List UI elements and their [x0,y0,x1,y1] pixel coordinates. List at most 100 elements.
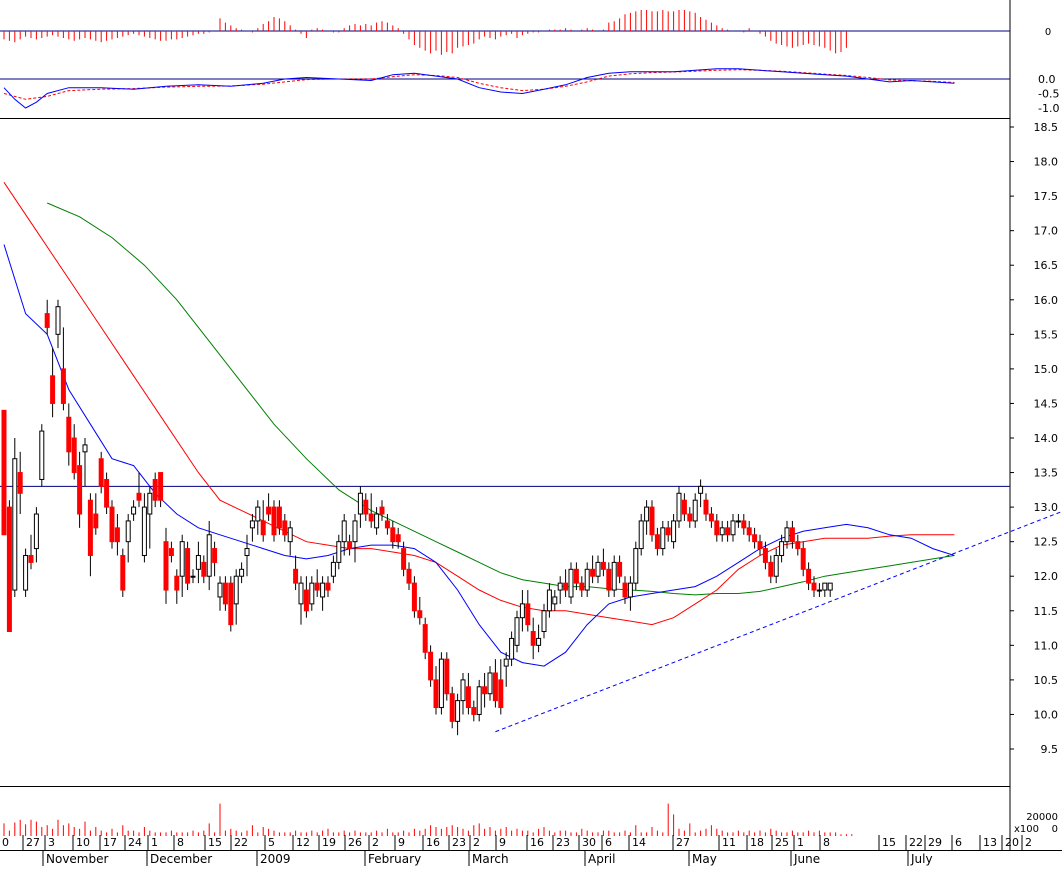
x-month-label: February [368,852,421,866]
candle [411,576,417,618]
candle-body [136,492,142,501]
candle [541,603,547,639]
candle [55,299,61,349]
candle-body [422,624,428,653]
candle-body [595,561,601,577]
candle [174,569,180,604]
candle-body [6,506,12,633]
x-day-label: 8 [177,836,184,849]
price-tick-label: 14.0 [1034,432,1059,445]
candle [233,569,239,625]
price-tick-label: 12.5 [1034,536,1059,549]
x-day-label: 10 [76,836,90,849]
candle-body [352,520,358,543]
volume-tick-label: 0 [1052,824,1058,835]
x-day-label: 27 [26,836,40,849]
candle [6,500,12,633]
price-tick-label: 14.5 [1034,397,1059,410]
candle [330,555,336,584]
candle-body [503,658,509,667]
candle-body [60,368,66,404]
candle-body [757,541,763,550]
candle-body [649,506,655,536]
candle-body [773,554,779,577]
price-tick-label: 17.0 [1034,225,1059,238]
price-tick-label: 9.5 [1041,743,1059,756]
candle-body [789,527,795,543]
candle [536,624,542,653]
candle-body [568,568,574,598]
candle-body [109,506,115,543]
candle [487,666,493,701]
candle [735,514,741,528]
macd-line [3,68,955,109]
x-day-label: 24 [128,836,142,849]
candle-body [784,527,790,543]
x-month-label: November [46,852,108,866]
x-month-label: May [692,852,717,866]
candle-body [384,520,390,529]
candle-body [676,492,682,522]
candle-body [12,458,18,591]
candle [282,514,288,542]
candle [109,500,115,549]
candle [617,555,623,584]
candle-body [195,554,201,570]
candle [314,569,320,597]
candle [779,534,785,563]
candle [509,631,515,667]
candle [444,652,450,701]
ma-medium-line [3,182,955,626]
candle-body [514,617,520,646]
candle [460,672,466,715]
volume-panel [3,803,853,836]
candle [573,562,579,591]
candle-body [584,568,590,591]
x-day-label: 25 [775,836,789,849]
candle-body [573,568,579,584]
candle [93,493,99,535]
x-day-label: 29 [928,836,942,849]
candle-body [590,568,596,577]
candle [44,299,50,335]
price-tick-label: 18.5 [1034,121,1059,134]
x-day-label: 23 [452,836,466,849]
candle [185,541,191,591]
candle [98,451,104,494]
x-day-label: 2 [473,836,480,849]
candle-body [82,444,88,453]
candle [336,534,342,570]
candle-body [692,499,698,522]
macd-tick-label: 0.0 [1038,73,1056,86]
candle-body [768,561,774,577]
volume-tick-label: 20000 [1026,812,1058,823]
candle-body [541,610,547,633]
candle-body [293,568,299,584]
candle [341,514,347,556]
candle [708,507,714,528]
candle-body [471,707,477,715]
candle-body [730,520,736,536]
candle-body [222,582,228,605]
candle-body [276,506,282,529]
candle-body [233,575,239,605]
candle [87,493,93,577]
candle-body [800,548,806,570]
candle-body [428,651,434,681]
candle-body [336,541,342,563]
candle [638,514,644,556]
macd-signal-line [3,69,955,100]
candle-body [287,527,293,543]
candle [249,514,255,542]
candle [303,576,309,618]
candle [212,541,218,577]
candle [579,576,585,597]
x-day-label: 0 [2,836,9,849]
candle-body [698,485,704,494]
candle [433,666,439,715]
candle-body [341,520,347,543]
candle-body [525,603,531,626]
candle-body [325,582,331,591]
x-day-label: 13 [983,836,997,849]
candle-body [509,637,515,660]
